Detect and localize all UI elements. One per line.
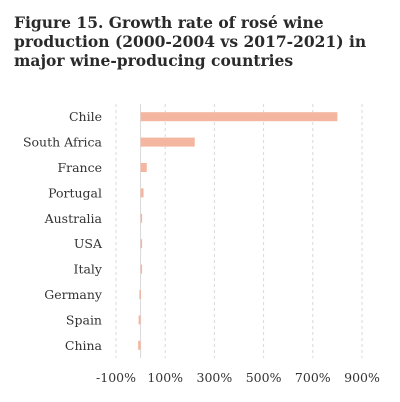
x-tick-label: 900% [344,370,380,385]
category-label: Australia [44,211,103,226]
chart-title: Figure 15. Growth rate of rosé wine prod… [14,13,367,70]
bar-usa [140,239,143,249]
category-label: China [65,338,103,353]
category-label: Italy [74,262,103,277]
bar-portugal [140,188,144,198]
bar-italy [140,264,143,274]
x-tick-label: 700% [295,370,331,385]
category-label: Germany [44,287,103,302]
bar-spain [138,315,141,325]
category-label: Portugal [48,185,102,200]
x-tick-label: 500% [246,370,282,385]
category-labels: Chile South Africa France Portugal Australia… [23,109,103,353]
bar-germany [139,290,141,299]
category-label: South Africa [23,135,103,150]
x-tick-label: -100% [96,370,136,385]
bar-australia [140,213,143,223]
bars-layer [138,112,338,350]
category-label: Chile [69,109,102,124]
x-tick-labels: -100% 100% 300% 500% 700% 900% [96,370,380,385]
x-tick-label: 300% [197,370,233,385]
bar-chile [140,112,338,122]
bar-france [140,163,147,172]
category-label: USA [74,236,103,251]
x-tick-label: 100% [147,370,183,385]
category-label: France [57,160,102,175]
bar-south-africa [140,137,195,147]
bar-china [138,340,141,350]
category-label: Spain [66,312,102,327]
